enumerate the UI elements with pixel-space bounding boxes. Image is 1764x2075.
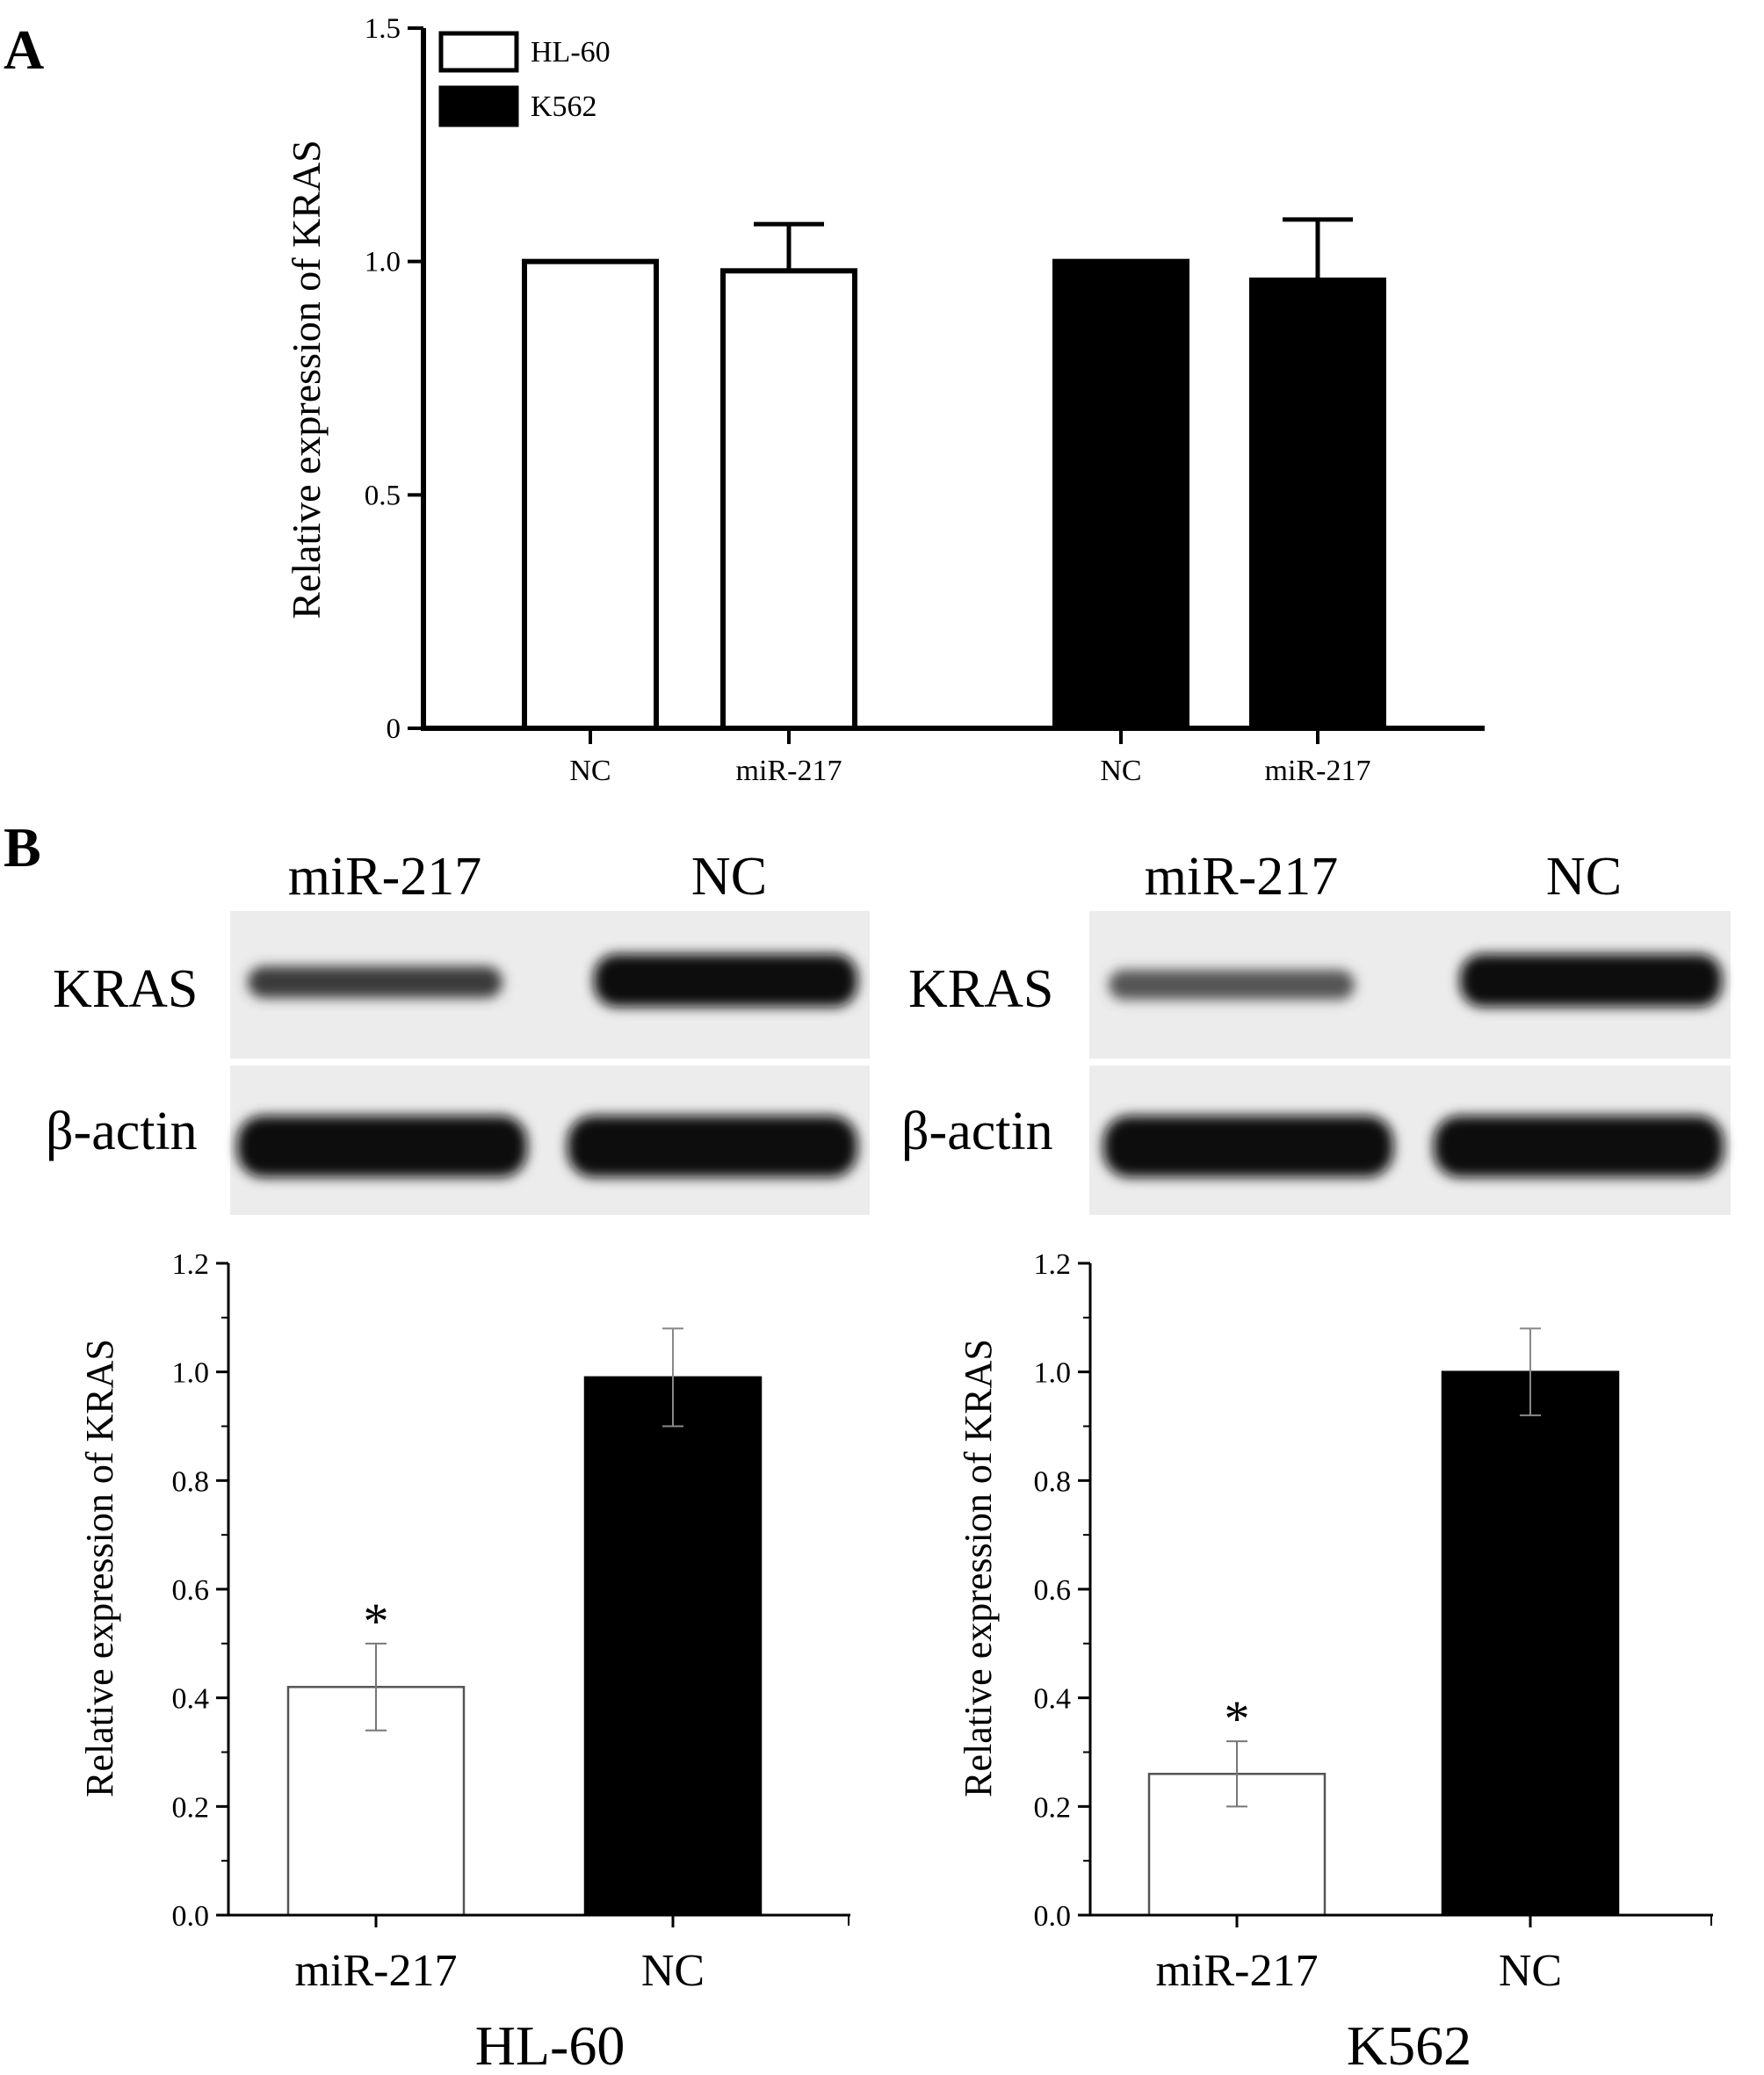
y-tick-label: 0.4 xyxy=(172,1683,210,1716)
x-tick-label: miR-217 xyxy=(736,755,842,787)
chart-b-hl60-bars: * xyxy=(286,1327,763,1917)
x-tick-label: NC xyxy=(1499,1946,1562,1996)
y-tick-label: 0.2 xyxy=(172,1791,210,1824)
y-tick-label: 1.2 xyxy=(172,1248,210,1281)
significance-marker: * xyxy=(1225,1690,1250,1747)
y-tick-label: 1.0 xyxy=(1034,1357,1072,1390)
bar xyxy=(1441,1370,1620,1917)
bar xyxy=(720,268,857,731)
blot-row-label: β-actin xyxy=(46,1102,198,1161)
blot-lane-label: miR-217 xyxy=(1145,847,1338,907)
kras-band-mir217 xyxy=(248,966,502,998)
blot-row-label: KRAS xyxy=(53,959,198,1019)
legend-label-k562: K562 xyxy=(531,90,597,123)
blot-row-label: KRAS xyxy=(908,959,1053,1019)
chart-b-hl60-y-ticks: 0.0 0.2 0.4 0.6 0.8 1.0 1.2 xyxy=(172,1248,228,1933)
chart-b-k562-y-ticks: 0.0 0.2 0.4 0.6 0.8 1.0 1.2 xyxy=(1034,1248,1090,1933)
legend-swatch-hl60 xyxy=(438,31,519,73)
kras-band-nc xyxy=(1460,954,1722,1007)
chart-b-k562: Relative expression of KRAS 0.0 0.2 0.4 0.6… xyxy=(957,1248,1713,2075)
y-tick-label: 0.6 xyxy=(1034,1574,1072,1607)
actin-band-mir217 xyxy=(237,1116,527,1177)
bar xyxy=(1052,258,1189,731)
x-tick-label: miR-217 xyxy=(1156,1946,1319,1996)
y-tick-label: 0.8 xyxy=(1034,1465,1072,1498)
chart-b-k562-xlabel: K562 xyxy=(1347,2014,1471,2075)
chart-a-y-ticks: 0 0.5 1.0 1.5 xyxy=(365,13,423,745)
y-tick-label: 0 xyxy=(387,713,401,745)
chart-b-hl60: Relative expression of KRAS 0.0 0.2 0.4 0.6… xyxy=(78,1248,850,2075)
chart-a-ylabel: Relative expression of KRAS xyxy=(284,140,329,619)
blot-divider xyxy=(230,1059,870,1066)
x-tick-label: miR-217 xyxy=(1265,755,1371,787)
x-tick-label: miR-217 xyxy=(295,1946,458,1996)
chart-a-categories: NC miR-217 NC miR-217 xyxy=(569,728,1370,787)
panel-label-b: B xyxy=(4,816,41,878)
chart-b-k562-ylabel: Relative expression of KRAS xyxy=(957,1339,1000,1797)
x-tick-label: NC xyxy=(1100,755,1141,787)
chart-a: Relative expression of KRAS 0 0.5 1.0 1.5 N… xyxy=(284,13,1485,787)
actin-band-mir217 xyxy=(1103,1116,1393,1177)
western-blot-hl60: miR-217 NC KRAS β-actin xyxy=(46,847,870,1215)
y-tick-label: 0.4 xyxy=(1034,1683,1072,1716)
x-tick-label: NC xyxy=(641,1946,705,1996)
bar xyxy=(583,1376,763,1917)
blot-row-label: β-actin xyxy=(901,1102,1053,1161)
y-tick-label: 1.0 xyxy=(172,1357,210,1390)
y-tick-label: 0.2 xyxy=(1034,1791,1072,1824)
significance-marker: * xyxy=(364,1593,389,1650)
blot-lane-label: NC xyxy=(1546,847,1622,907)
y-tick-label: 0.0 xyxy=(172,1900,210,1933)
y-tick-label: 0.0 xyxy=(1034,1900,1072,1933)
chart-a-legend: HL-60 K562 xyxy=(438,31,611,127)
kras-band-mir217 xyxy=(1109,970,1355,1000)
x-tick-label: NC xyxy=(569,755,611,787)
legend-swatch-k562 xyxy=(438,85,519,127)
blot-lane-label: NC xyxy=(691,847,767,907)
panel-label-a: A xyxy=(4,18,44,81)
bar xyxy=(522,258,659,731)
y-tick-label: 0.8 xyxy=(172,1465,210,1498)
y-tick-label: 1.5 xyxy=(365,13,401,45)
actin-band-nc xyxy=(568,1116,857,1177)
y-tick-label: 0.6 xyxy=(172,1574,210,1607)
chart-b-k562-categories: miR-217 NC xyxy=(1156,1915,1712,1996)
actin-band-nc xyxy=(1434,1116,1724,1177)
western-blot-k562: miR-217 NC KRAS β-actin xyxy=(901,847,1731,1215)
chart-a-bars xyxy=(522,217,1386,731)
legend-label-hl60: HL-60 xyxy=(531,36,611,69)
kras-band-nc xyxy=(594,954,857,1007)
chart-b-k562-bars: * xyxy=(1147,1327,1620,1917)
y-tick-label: 1.2 xyxy=(1034,1248,1072,1281)
y-tick-label: 1.0 xyxy=(365,247,401,278)
chart-b-hl60-categories: miR-217 NC xyxy=(295,1915,849,1996)
bar xyxy=(1249,277,1386,731)
y-tick-label: 0.5 xyxy=(365,480,401,511)
chart-b-hl60-xlabel: HL-60 xyxy=(475,2014,625,2075)
chart-b-hl60-ylabel: Relative expression of KRAS xyxy=(78,1339,121,1797)
blot-divider xyxy=(1089,1059,1731,1066)
blot-lane-label: miR-217 xyxy=(288,847,481,907)
